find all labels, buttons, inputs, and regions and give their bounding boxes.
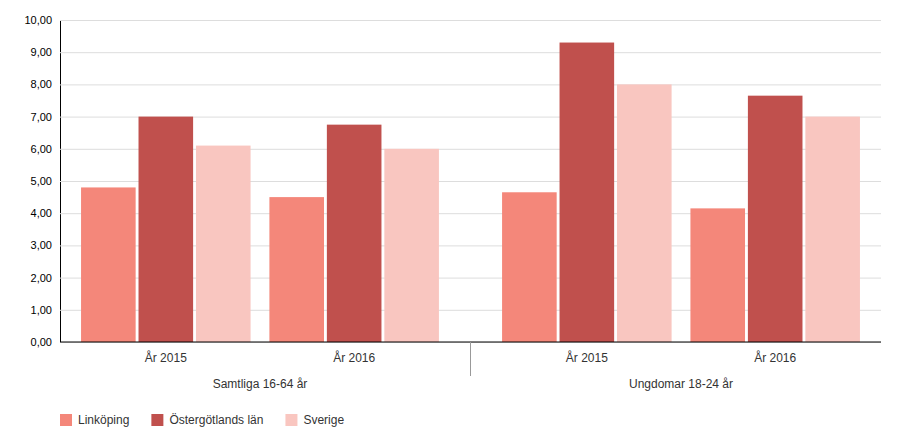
bar [502,192,557,342]
bar [617,84,672,342]
y-tick-label: 3,00 [31,239,52,251]
y-axis-line [61,21,882,343]
bars [81,43,860,342]
legend-swatch [60,414,72,426]
legend-item: Linköping [60,413,129,427]
bar [384,149,439,342]
bar [196,146,251,342]
y-tick: 9,00 [31,46,881,58]
bar-series [196,84,860,342]
legend-label: Linköping [78,413,129,427]
chart: 0,00 1,00 2,00 3,00 4,00 5,00 6,00 7,00 8,00 9,00… [0,0,901,442]
x-tick-label: År 2016 [333,350,375,365]
bar [327,125,382,342]
y-tick-label: 6,00 [31,143,52,155]
x-axis: År 2015 År 2016 År 2015 År 2016 Samtliga 16-… [145,342,797,391]
bar [560,43,615,342]
y-tick-label: 1,00 [31,304,52,316]
group-label: Ungdomar 18-24 år [629,377,733,391]
y-tick-label: 7,00 [31,111,52,123]
y-tick-label: 10,00 [24,14,52,26]
bar-series [139,43,803,342]
x-tick-label: År 2015 [145,350,187,365]
legend-label: Sverige [303,413,344,427]
bar [748,96,803,342]
y-tick-label: 2,00 [31,272,52,284]
y-tick-label: 4,00 [31,207,52,219]
x-tick-label: År 2015 [566,350,608,365]
plot: 0,00 1,00 2,00 3,00 4,00 5,00 6,00 7,00 8,00 9,00… [24,14,881,391]
group-separator [470,342,471,376]
bar [81,187,136,342]
legend-item: Sverige [285,413,344,427]
legend-label: Östergötlands län [169,413,263,427]
y-tick-label: 0,00 [31,336,52,348]
bar [139,117,194,342]
bar [805,117,860,342]
grid-line [60,20,881,21]
y-tick-label: 5,00 [31,175,52,187]
y-axis: 0,00 1,00 2,00 3,00 4,00 5,00 6,00 7,00 8,00 9,00… [24,14,881,348]
legend-swatch [151,414,163,426]
legend-swatch [285,414,297,426]
y-tick: 10,00 [24,14,881,26]
legend: Linköping Östergötlands län Sverige [60,413,344,427]
y-tick-label: 8,00 [31,78,52,90]
legend-item: Östergötlands län [151,413,263,427]
grid-line [60,84,881,85]
bar [269,197,324,342]
grid-line [60,52,881,53]
bar [690,208,745,342]
y-tick-label: 9,00 [31,46,52,58]
group-label: Samtliga 16-64 år [213,377,308,391]
y-tick: 8,00 [31,78,881,90]
x-tick-label: År 2016 [754,350,796,365]
